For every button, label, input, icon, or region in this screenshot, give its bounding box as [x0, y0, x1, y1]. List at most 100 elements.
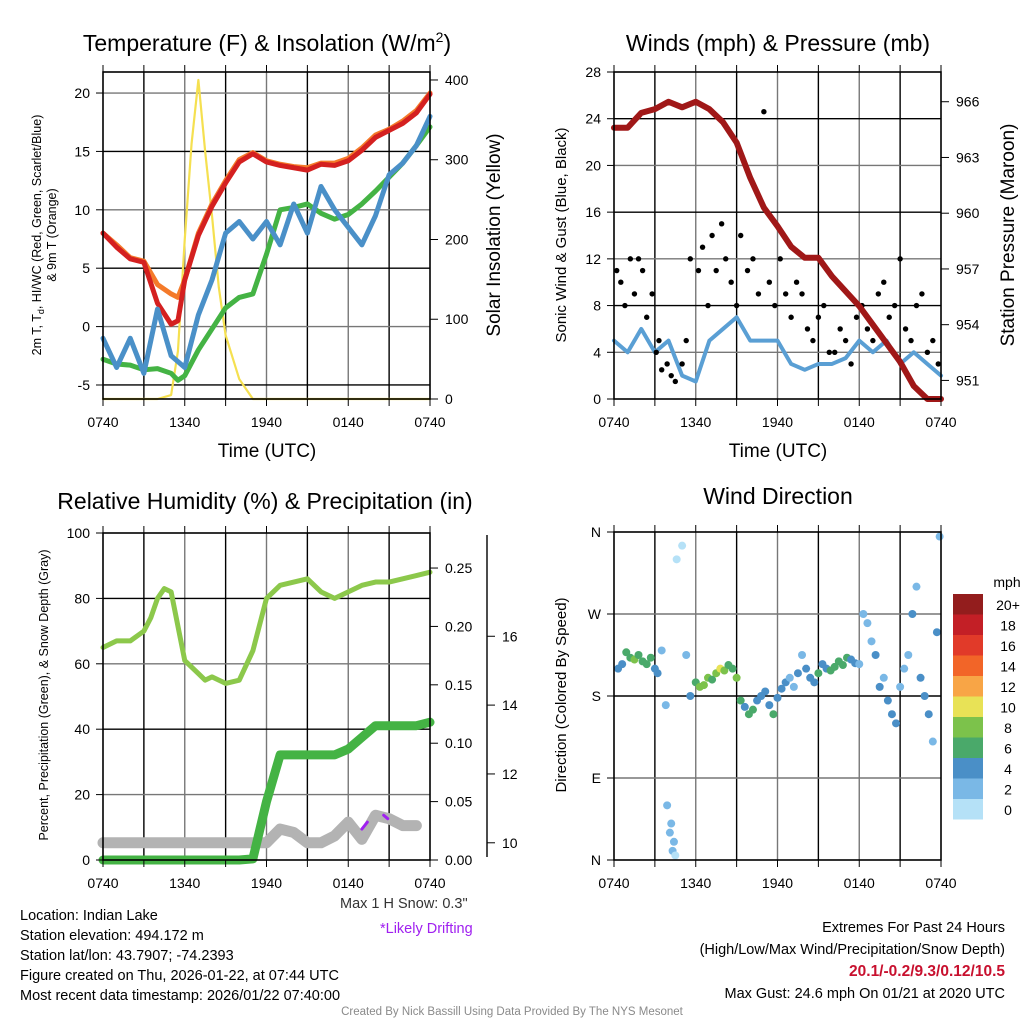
legend-swatch [953, 614, 983, 635]
wind-direction-point [646, 653, 655, 662]
humidity-axes: 0740 1340 1940 0140 0740 0 20 40 60 80 100 0.00 0.05… [67, 525, 518, 891]
precip-axis-tick-label: 0.20 [445, 618, 472, 634]
y-tick-label: N [591, 524, 601, 540]
drifting-snow-segment [382, 813, 390, 821]
y-tick-label: 20 [74, 85, 90, 101]
wind-direction-point [896, 682, 905, 691]
wind-direction-point [634, 651, 643, 659]
gust-point [793, 279, 800, 285]
wind-direction-point [932, 628, 941, 637]
y-tick-label: 28 [585, 64, 601, 80]
wind-direction-point [916, 673, 925, 682]
x-tick-label: 0740 [598, 414, 629, 430]
wind-direction-point [773, 693, 782, 702]
y-tick-label: 10 [74, 202, 90, 218]
gust-point [631, 291, 638, 297]
gust-point [799, 291, 805, 297]
pressure-axis-tick-label: 963 [956, 149, 980, 165]
wind-direction-point [765, 701, 774, 710]
gust-point [782, 291, 789, 297]
gust-point [815, 314, 822, 320]
winds-panel-title: Winds (mph) & Pressure (mb) [626, 30, 930, 56]
gust-point [733, 302, 740, 309]
gust-point [718, 221, 725, 227]
y-tick-label: S [592, 688, 601, 704]
y-tick-label: 24 [585, 111, 601, 127]
gust-point [864, 326, 871, 332]
x-tick-label: 0740 [598, 875, 629, 891]
winds-gridlines [614, 72, 941, 399]
gust-point [683, 337, 689, 344]
wind-direction-point [830, 662, 839, 671]
wind-direction-point [859, 610, 868, 618]
winds-axes: 0740 1340 1940 0140 0740 0 4 8 12 16 20 24 28 951 954 9… [585, 64, 979, 430]
gust-point [810, 337, 816, 344]
wind-direction-panel-title: Wind Direction [703, 483, 853, 509]
gust-point [761, 109, 767, 115]
wind-direction-point [642, 660, 651, 669]
precip-axis-tick-label: 0.25 [445, 560, 472, 576]
y-tick-label: 100 [67, 525, 91, 541]
wind-direction-point [887, 710, 896, 719]
legend-swatch [953, 655, 983, 676]
wind-direction-panel: Wind Direction 0740 1340 1940 0140 0740 N E S W N… [553, 483, 1021, 891]
gust-point [744, 267, 751, 274]
wind-direction-point [900, 664, 909, 673]
wind-direction-point [777, 684, 786, 693]
y-tick-label: 20 [585, 157, 601, 173]
wind-direction-point [678, 541, 687, 550]
wind-direction-point [855, 660, 864, 669]
speed-color-legend: mph 20+ 18 16 14 12 10 8 6 4 2 0 [953, 574, 1021, 820]
pressure-axis-tick-label: 954 [956, 317, 980, 333]
precip-axis-tick-label: 0.10 [445, 735, 472, 751]
x-tick-label: 1940 [762, 875, 793, 891]
wind-direction-point [732, 673, 741, 682]
extremes-subtitle: (High/Low/Max Wind/Precipitation/Snow De… [699, 942, 1005, 958]
x-tick-label: 1340 [169, 414, 200, 430]
x-tick-label: 1340 [680, 414, 711, 430]
y-tick-label: 0 [593, 391, 601, 407]
wind-direction-axes: 0740 1340 1940 0140 0740 N E S W N [588, 524, 957, 891]
2m-t-line [100, 91, 433, 327]
legend-swatch [953, 758, 983, 779]
wind-direction-point [793, 669, 802, 678]
max-gust: Max Gust: 24.6 mph On 01/21 at 2020 UTC [724, 986, 1005, 1002]
max-1h-snow-note: Max 1 H Snow: 0.3" [340, 896, 468, 912]
wind-direction-point [657, 646, 666, 655]
wind-direction-point [838, 661, 847, 670]
humidity-panel-title: Relative Humidity (%) & Precipitation (i… [57, 488, 472, 514]
y-tick-label: 0 [82, 319, 90, 335]
gust-point [848, 361, 854, 367]
gust-point [635, 256, 642, 262]
gust-point [618, 279, 624, 285]
wind-direction-point [686, 692, 695, 700]
snow-depth-tick-label: 14 [502, 697, 518, 713]
legend-label: 2 [1004, 782, 1012, 798]
solar-axis-tick-label: 400 [445, 72, 469, 88]
y-tick-label: 20 [74, 787, 90, 803]
snow-depth-tick-label: 12 [502, 766, 518, 782]
solar-axis-tick-label: 200 [445, 231, 469, 247]
temperature-panel: Temperature (F) & Insolation (W/m2) 0740… [30, 29, 505, 462]
x-tick-label: 0140 [333, 875, 364, 891]
temperature-x-axis-label: Time (UTC) [218, 441, 317, 462]
y-tick-label: N [591, 852, 601, 868]
credit-line: Created By Nick Bassill Using Data Provi… [341, 1006, 683, 1018]
gust-point [705, 302, 711, 309]
y-tick-label: 8 [593, 298, 601, 314]
legend-swatch [953, 696, 983, 717]
gust-point [935, 361, 941, 367]
gust-point [656, 337, 662, 344]
y-tick-label: 15 [74, 143, 90, 159]
x-tick-label: 1340 [680, 875, 711, 891]
wind-direction-point [892, 719, 901, 728]
legend-label: 4 [1004, 761, 1012, 777]
wind-direction-point [769, 710, 778, 719]
gust-point [713, 267, 719, 274]
gust-point [695, 267, 702, 274]
x-tick-label: 0140 [844, 414, 875, 430]
x-tick-label: 0740 [925, 875, 956, 891]
wind-direction-point [802, 664, 811, 673]
gust-point [777, 256, 783, 262]
wind-direction-point [720, 666, 729, 675]
